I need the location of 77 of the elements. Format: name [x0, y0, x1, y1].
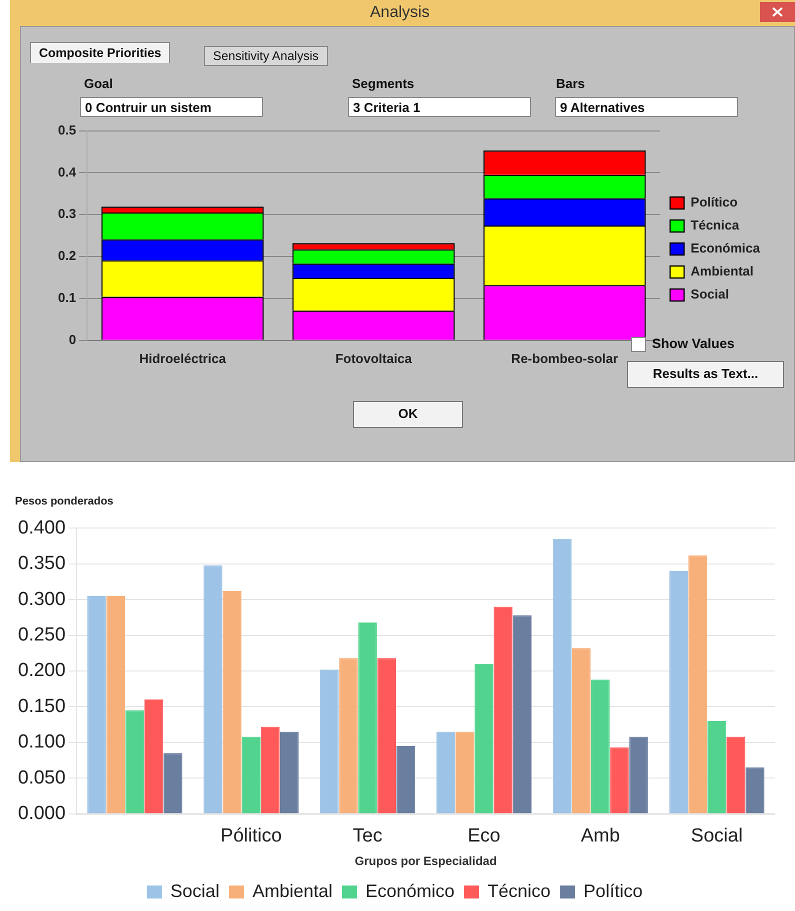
bar: [106, 596, 126, 814]
bar: [125, 710, 144, 814]
bar: [456, 732, 474, 814]
bar: [164, 753, 182, 814]
bar: [87, 596, 106, 814]
button: Results as Text...: [627, 361, 784, 388]
bar: [610, 747, 629, 814]
bar: [707, 720, 726, 814]
x-tick-label: Re-bombeo-solar: [511, 350, 618, 366]
bar: [280, 732, 299, 814]
x-tick-label: Tec: [352, 825, 382, 846]
x-tick-label: Fotovoltaica: [335, 350, 413, 366]
bar: [512, 615, 532, 814]
y-tick-label: 0.200: [18, 660, 66, 682]
bar: [629, 736, 648, 814]
bar: [204, 565, 222, 814]
legend-label: Social: [690, 286, 729, 302]
bar: [144, 700, 164, 814]
y-tick-label: 0.2: [58, 248, 76, 264]
bar: [494, 606, 512, 814]
x-tick-label: Eco: [468, 825, 500, 846]
tab: Composite Priorities: [30, 42, 170, 63]
chart-title: Analysis: [370, 4, 430, 22]
bar: [396, 746, 416, 814]
dropdown: 9 Alternatives: [555, 97, 738, 117]
x-tick-label: Pólitico: [220, 825, 282, 846]
legend-label: Técnico: [488, 880, 551, 901]
legend-label: Técnica: [690, 218, 740, 233]
bar: [436, 732, 456, 814]
y-tick-label: 0.250: [18, 624, 66, 646]
tab: Sensitivity Analysis: [204, 46, 328, 66]
bar: [474, 664, 494, 814]
y-tick-label: 0.1: [58, 290, 76, 306]
text: Goal: [84, 76, 113, 91]
y-tick-label: 0.5: [58, 122, 76, 138]
legend-label: Económica: [690, 240, 761, 256]
y-tick-label: 0.050: [18, 767, 66, 788]
bar: [688, 555, 708, 814]
chart-title: Pesos ponderados: [15, 496, 114, 508]
text: Segments: [352, 76, 414, 91]
x-tick-label: Hidroeléctrica: [139, 350, 227, 366]
bar: [260, 726, 280, 814]
bar: [572, 648, 591, 814]
legend-label: Económico: [365, 880, 455, 901]
bar: [746, 767, 764, 814]
y-tick-label: 0.400: [18, 517, 66, 538]
x-tick-label: Social: [690, 825, 743, 846]
bar: [222, 591, 242, 814]
bar: [358, 622, 377, 814]
bar: [669, 571, 688, 814]
y-tick-label: 0.300: [18, 588, 66, 610]
button: OK: [353, 401, 463, 428]
y-tick-label: 0: [68, 332, 76, 347]
legend-label: Ambiental: [252, 880, 332, 901]
dropdown: 0 Contruir un sistem: [80, 97, 263, 117]
y-tick-label: 0.4: [58, 164, 77, 180]
y-tick-label: 0.000: [18, 803, 66, 824]
bar: [339, 658, 358, 814]
bar: [591, 680, 610, 814]
y-tick-label: 0.150: [18, 696, 66, 717]
y-tick-label: 0.350: [18, 553, 66, 574]
legend-label: Político: [584, 880, 643, 901]
bar: [320, 670, 339, 814]
text: Bars: [556, 76, 585, 91]
x-axis-title: Grupos por Especialidad: [354, 854, 497, 868]
bar: [552, 538, 572, 814]
y-tick-label: 0.100: [18, 732, 66, 753]
bar: [377, 658, 396, 814]
legend-label: Social: [170, 880, 220, 901]
legend-label: Político: [690, 194, 738, 210]
bar: [242, 736, 261, 814]
y-tick-label: 0.3: [58, 206, 76, 222]
x-tick-label: Amb: [580, 825, 620, 846]
bar: [726, 736, 746, 814]
dropdown: 3 Criteria 1: [348, 97, 531, 117]
annotation: Show Values: [652, 336, 735, 351]
legend-label: Ambiental: [690, 264, 754, 279]
